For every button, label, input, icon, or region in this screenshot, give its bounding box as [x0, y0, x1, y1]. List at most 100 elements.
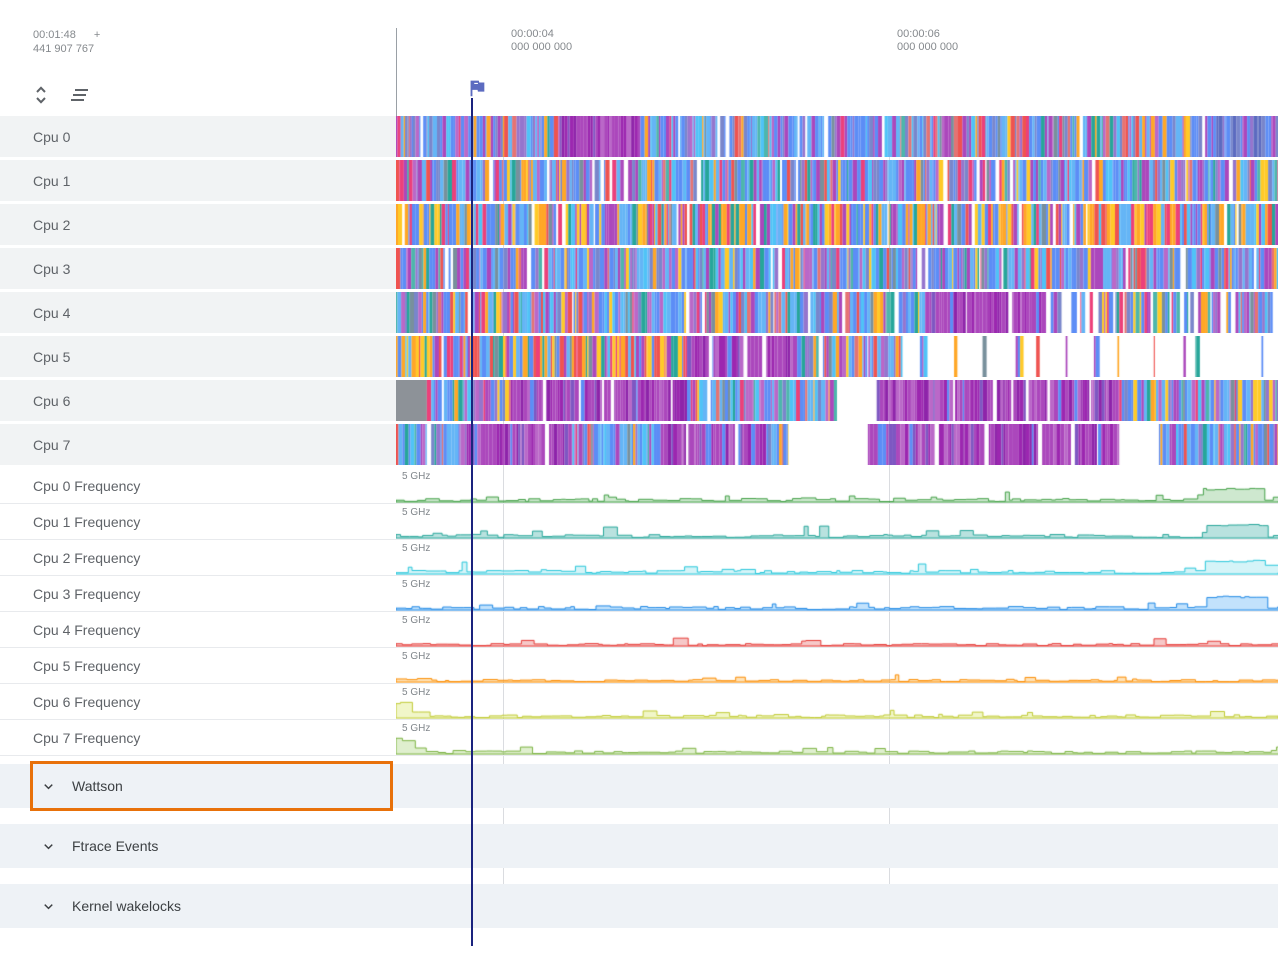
sort-tracks-icon[interactable]	[68, 84, 90, 106]
track-label-cpu-5[interactable]: Cpu 5	[0, 336, 396, 377]
sched-track-row-cpu-0[interactable]: Cpu 0	[0, 116, 1278, 157]
group-label: Kernel wakelocks	[72, 898, 181, 914]
flag-marker-icon[interactable]	[466, 77, 488, 104]
track-label-text: Cpu 5 Frequency	[33, 657, 141, 674]
freq-track-timeline[interactable]: 5 GHz	[396, 540, 1278, 575]
sched-slices-canvas[interactable]	[396, 424, 1278, 465]
track-label-cpu-0[interactable]: Cpu 0	[0, 116, 396, 157]
track-label-cpu-0-frequency[interactable]: Cpu 0 Frequency	[0, 468, 396, 503]
freq-track-row-cpu-5-frequency[interactable]: Cpu 5 Frequency 5 GHz	[0, 648, 1278, 684]
track-list: Cpu 0 Cpu 1 Cpu 2 Cpu 3 Cpu 4 Cpu 5 Cpu 6 Cpu 7…	[0, 116, 1278, 928]
group-row-wattson[interactable]: Wattson	[0, 761, 1278, 811]
track-label-cpu-7-frequency[interactable]: Cpu 7 Frequency	[0, 720, 396, 755]
sched-track-timeline[interactable]	[396, 204, 1278, 245]
freq-area-chart-canvas[interactable]	[396, 684, 1278, 719]
sched-slices-canvas[interactable]	[396, 380, 1278, 421]
freq-scale-label: 5 GHz	[402, 651, 431, 662]
chevron-down-icon[interactable]	[40, 898, 56, 914]
freq-area-chart-canvas[interactable]	[396, 720, 1278, 755]
group-row-ftrace-events[interactable]: Ftrace Events	[0, 824, 1278, 868]
sched-track-timeline[interactable]	[396, 424, 1278, 465]
group-label: Ftrace Events	[72, 838, 159, 854]
freq-area-chart-canvas[interactable]	[396, 576, 1278, 611]
sched-track-row-cpu-5[interactable]: Cpu 5	[0, 336, 1278, 377]
freq-track-timeline[interactable]: 5 GHz	[396, 468, 1278, 503]
track-label-text: Cpu 5	[33, 348, 71, 365]
sched-track-timeline[interactable]	[396, 292, 1278, 333]
sched-track-row-cpu-3[interactable]: Cpu 3	[0, 248, 1278, 289]
sched-track-timeline[interactable]	[396, 336, 1278, 377]
time-offset-base: 00:01:48	[33, 29, 76, 41]
sched-track-row-cpu-7[interactable]: Cpu 7	[0, 424, 1278, 465]
ruler-marker-label: 00:00:04 000 000 000	[511, 28, 573, 53]
track-label-text: Cpu 3	[33, 260, 71, 277]
sched-track-row-cpu-4[interactable]: Cpu 4	[0, 292, 1278, 333]
timeline-header: 00:01:48 + 441 907 767 00:00:04 000 000 00…	[0, 0, 1278, 116]
freq-scale-label: 5 GHz	[402, 579, 431, 590]
track-label-cpu-6[interactable]: Cpu 6	[0, 380, 396, 421]
track-controls	[30, 84, 90, 106]
trace-time-offset: 00:01:48 + 441 907 767	[33, 28, 100, 56]
freq-area-chart-canvas[interactable]	[396, 648, 1278, 683]
track-label-cpu-3[interactable]: Cpu 3	[0, 248, 396, 289]
track-label-cpu-1[interactable]: Cpu 1	[0, 160, 396, 201]
sched-track-row-cpu-2[interactable]: Cpu 2	[0, 204, 1278, 245]
sched-track-timeline[interactable]	[396, 160, 1278, 201]
track-label-cpu-4[interactable]: Cpu 4	[0, 292, 396, 333]
sched-track-row-cpu-1[interactable]: Cpu 1	[0, 160, 1278, 201]
sched-slices-canvas[interactable]	[396, 116, 1278, 157]
track-label-cpu-6-frequency[interactable]: Cpu 6 Frequency	[0, 684, 396, 719]
freq-track-row-cpu-1-frequency[interactable]: Cpu 1 Frequency 5 GHz	[0, 504, 1278, 540]
freq-track-timeline[interactable]: 5 GHz	[396, 648, 1278, 683]
sched-slices-canvas[interactable]	[396, 292, 1278, 333]
track-label-cpu-3-frequency[interactable]: Cpu 3 Frequency	[0, 576, 396, 611]
track-label-cpu-1-frequency[interactable]: Cpu 1 Frequency	[0, 504, 396, 539]
track-label-text: Cpu 6	[33, 392, 71, 409]
freq-scale-label: 5 GHz	[402, 507, 431, 518]
freq-area-chart-canvas[interactable]	[396, 540, 1278, 575]
track-label-cpu-5-frequency[interactable]: Cpu 5 Frequency	[0, 648, 396, 683]
group-label: Wattson	[72, 778, 123, 794]
track-label-cpu-4-frequency[interactable]: Cpu 4 Frequency	[0, 612, 396, 647]
freq-track-timeline[interactable]: 5 GHz	[396, 684, 1278, 719]
track-label-text: Cpu 4 Frequency	[33, 621, 141, 638]
freq-track-timeline[interactable]: 5 GHz	[396, 504, 1278, 539]
unfold-tracks-icon[interactable]	[30, 84, 52, 106]
chevron-down-icon[interactable]	[40, 838, 56, 854]
freq-scale-label: 5 GHz	[402, 543, 431, 554]
track-label-text: Cpu 6 Frequency	[33, 693, 141, 710]
freq-track-timeline[interactable]: 5 GHz	[396, 576, 1278, 611]
sched-track-timeline[interactable]	[396, 116, 1278, 157]
track-label-text: Cpu 3 Frequency	[33, 585, 141, 602]
freq-track-row-cpu-4-frequency[interactable]: Cpu 4 Frequency 5 GHz	[0, 612, 1278, 648]
chevron-down-icon[interactable]	[40, 778, 56, 794]
sched-slices-canvas[interactable]	[396, 248, 1278, 289]
sched-track-timeline[interactable]	[396, 248, 1278, 289]
sched-slices-canvas[interactable]	[396, 204, 1278, 245]
track-label-text: Cpu 2	[33, 216, 71, 233]
freq-area-chart-canvas[interactable]	[396, 468, 1278, 503]
sched-slices-canvas[interactable]	[396, 336, 1278, 377]
freq-track-row-cpu-3-frequency[interactable]: Cpu 3 Frequency 5 GHz	[0, 576, 1278, 612]
track-label-cpu-7[interactable]: Cpu 7	[0, 424, 396, 465]
freq-area-chart-canvas[interactable]	[396, 504, 1278, 539]
freq-track-row-cpu-7-frequency[interactable]: Cpu 7 Frequency 5 GHz	[0, 720, 1278, 756]
track-label-cpu-2[interactable]: Cpu 2	[0, 204, 396, 245]
group-row-kernel-wakelocks[interactable]: Kernel wakelocks	[0, 884, 1278, 928]
track-label-cpu-2-frequency[interactable]: Cpu 2 Frequency	[0, 540, 396, 575]
freq-area-chart-canvas[interactable]	[396, 612, 1278, 647]
track-label-text: Cpu 1	[33, 172, 71, 189]
freq-track-timeline[interactable]: 5 GHz	[396, 720, 1278, 755]
freq-track-row-cpu-0-frequency[interactable]: Cpu 0 Frequency 5 GHz	[0, 468, 1278, 504]
freq-scale-label: 5 GHz	[402, 723, 431, 734]
freq-track-row-cpu-2-frequency[interactable]: Cpu 2 Frequency 5 GHz	[0, 540, 1278, 576]
freq-track-timeline[interactable]: 5 GHz	[396, 612, 1278, 647]
sched-track-row-cpu-6[interactable]: Cpu 6	[0, 380, 1278, 421]
sched-slices-canvas[interactable]	[396, 160, 1278, 201]
freq-track-row-cpu-6-frequency[interactable]: Cpu 6 Frequency 5 GHz	[0, 684, 1278, 720]
track-label-text: Cpu 7 Frequency	[33, 729, 141, 746]
track-label-text: Cpu 0	[33, 128, 71, 145]
freq-scale-label: 5 GHz	[402, 471, 431, 482]
track-label-text: Cpu 2 Frequency	[33, 549, 141, 566]
sched-track-timeline[interactable]	[396, 380, 1278, 421]
